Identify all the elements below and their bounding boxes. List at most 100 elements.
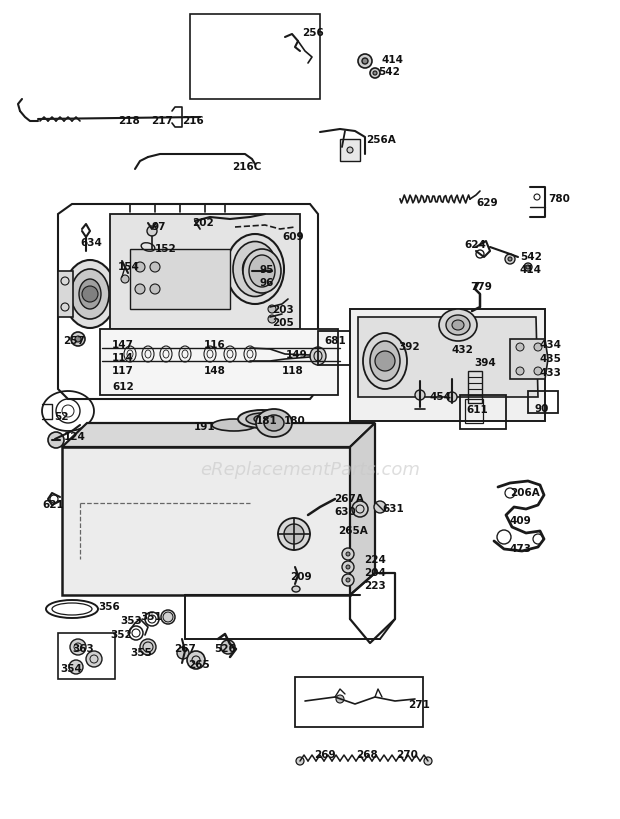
Circle shape bbox=[342, 574, 354, 586]
Circle shape bbox=[86, 651, 102, 667]
Circle shape bbox=[370, 69, 380, 79]
Circle shape bbox=[415, 391, 425, 400]
Text: 542: 542 bbox=[378, 67, 400, 77]
Ellipse shape bbox=[278, 518, 310, 550]
Ellipse shape bbox=[363, 333, 407, 390]
Bar bbox=[350, 310, 545, 422]
Bar bbox=[318, 332, 370, 365]
Text: 97: 97 bbox=[152, 222, 167, 232]
Circle shape bbox=[121, 276, 129, 283]
Text: 152: 152 bbox=[155, 244, 177, 254]
Text: 257: 257 bbox=[63, 336, 85, 346]
Text: 96: 96 bbox=[260, 278, 275, 287]
Ellipse shape bbox=[370, 342, 400, 382]
Text: 435: 435 bbox=[540, 354, 562, 364]
Ellipse shape bbox=[284, 524, 304, 545]
Ellipse shape bbox=[249, 256, 275, 287]
Circle shape bbox=[524, 264, 532, 272]
Ellipse shape bbox=[246, 414, 278, 426]
Text: 216: 216 bbox=[182, 115, 204, 126]
Text: 780: 780 bbox=[548, 194, 570, 204]
Text: 216C: 216C bbox=[232, 162, 262, 172]
Text: 621: 621 bbox=[42, 500, 64, 509]
Text: 353: 353 bbox=[120, 615, 142, 625]
Ellipse shape bbox=[140, 639, 156, 655]
Circle shape bbox=[516, 368, 524, 376]
Text: 454: 454 bbox=[430, 391, 452, 401]
Circle shape bbox=[268, 315, 276, 324]
Text: 526: 526 bbox=[214, 643, 236, 654]
Text: 634: 634 bbox=[80, 238, 102, 247]
Text: 205: 205 bbox=[272, 318, 294, 328]
Circle shape bbox=[352, 501, 368, 518]
Circle shape bbox=[375, 351, 395, 372]
Text: 224: 224 bbox=[364, 554, 386, 564]
Bar bbox=[460, 396, 506, 429]
Circle shape bbox=[69, 660, 83, 674]
Bar bbox=[190, 15, 320, 100]
Text: 204: 204 bbox=[364, 568, 386, 577]
Polygon shape bbox=[110, 215, 300, 329]
Text: 116: 116 bbox=[204, 340, 226, 350]
Text: 267A: 267A bbox=[334, 493, 364, 504]
Text: 271: 271 bbox=[408, 699, 430, 709]
Text: 267: 267 bbox=[174, 643, 196, 654]
Text: 629: 629 bbox=[476, 197, 498, 208]
Circle shape bbox=[347, 147, 353, 154]
Text: 355: 355 bbox=[130, 647, 152, 657]
Circle shape bbox=[362, 59, 368, 65]
Circle shape bbox=[516, 344, 524, 351]
Ellipse shape bbox=[264, 415, 284, 432]
Circle shape bbox=[135, 263, 145, 273]
Polygon shape bbox=[350, 423, 375, 595]
Text: 154: 154 bbox=[118, 262, 140, 272]
Text: 631: 631 bbox=[382, 504, 404, 514]
Polygon shape bbox=[510, 340, 548, 379]
Text: 181: 181 bbox=[256, 415, 278, 426]
Bar bbox=[468, 372, 482, 404]
Text: 191: 191 bbox=[194, 422, 216, 432]
Circle shape bbox=[187, 651, 205, 669]
Circle shape bbox=[534, 344, 542, 351]
Circle shape bbox=[534, 368, 542, 376]
Text: 180: 180 bbox=[284, 415, 306, 426]
Text: 118: 118 bbox=[282, 365, 304, 376]
Circle shape bbox=[135, 285, 145, 295]
Text: 630: 630 bbox=[334, 506, 356, 516]
Ellipse shape bbox=[79, 279, 101, 310]
Circle shape bbox=[147, 227, 157, 237]
Circle shape bbox=[48, 432, 64, 449]
Text: 206A: 206A bbox=[510, 487, 540, 497]
Circle shape bbox=[526, 265, 530, 269]
Circle shape bbox=[221, 640, 235, 654]
Ellipse shape bbox=[452, 320, 464, 331]
Text: 433: 433 bbox=[540, 368, 562, 378]
Text: 414: 414 bbox=[382, 55, 404, 65]
Text: 542: 542 bbox=[520, 251, 542, 262]
Ellipse shape bbox=[71, 269, 109, 319]
Polygon shape bbox=[62, 447, 350, 595]
Circle shape bbox=[268, 305, 276, 314]
Ellipse shape bbox=[64, 260, 116, 328]
Circle shape bbox=[374, 501, 386, 514]
Ellipse shape bbox=[226, 235, 284, 305]
Text: 95: 95 bbox=[260, 265, 275, 274]
Circle shape bbox=[505, 255, 515, 265]
Text: 203: 203 bbox=[272, 305, 294, 314]
Circle shape bbox=[75, 337, 81, 342]
Text: 124: 124 bbox=[64, 432, 86, 441]
Circle shape bbox=[163, 613, 173, 622]
Text: 256: 256 bbox=[302, 28, 324, 38]
Text: 269: 269 bbox=[314, 749, 335, 759]
Circle shape bbox=[358, 55, 372, 69]
Bar bbox=[340, 140, 360, 162]
Text: 609: 609 bbox=[282, 232, 304, 242]
Circle shape bbox=[508, 258, 512, 262]
Circle shape bbox=[424, 757, 432, 765]
Text: 209: 209 bbox=[290, 572, 312, 581]
Circle shape bbox=[342, 561, 354, 573]
Circle shape bbox=[346, 552, 350, 556]
Ellipse shape bbox=[254, 415, 270, 423]
Ellipse shape bbox=[446, 315, 470, 336]
Circle shape bbox=[346, 578, 350, 582]
